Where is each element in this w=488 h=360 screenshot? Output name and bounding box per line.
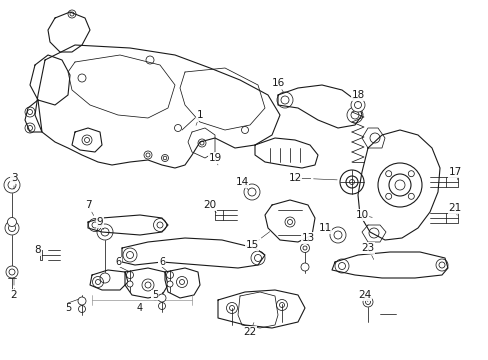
Circle shape — [167, 281, 173, 287]
Text: 20: 20 — [203, 200, 216, 210]
Text: 8: 8 — [35, 245, 41, 255]
Circle shape — [301, 263, 308, 271]
Circle shape — [158, 294, 165, 302]
Circle shape — [350, 98, 364, 112]
Text: 18: 18 — [351, 90, 364, 100]
Circle shape — [100, 273, 110, 283]
Circle shape — [4, 177, 20, 193]
Text: 17: 17 — [447, 167, 461, 177]
Text: 3: 3 — [11, 173, 17, 183]
Text: 9: 9 — [97, 217, 103, 227]
Text: 6: 6 — [115, 257, 121, 267]
Text: 15: 15 — [245, 240, 258, 250]
Circle shape — [244, 184, 260, 200]
Text: 4: 4 — [137, 303, 143, 313]
Circle shape — [127, 281, 133, 287]
Circle shape — [362, 297, 372, 307]
Circle shape — [78, 297, 86, 305]
Text: 1: 1 — [196, 110, 203, 120]
Text: 22: 22 — [243, 327, 256, 337]
Text: 14: 14 — [235, 177, 248, 187]
Circle shape — [5, 221, 19, 235]
Text: 11: 11 — [318, 223, 331, 233]
Text: 7: 7 — [84, 200, 91, 210]
Text: 21: 21 — [447, 203, 461, 213]
Text: 13: 13 — [301, 233, 314, 243]
Text: 10: 10 — [355, 210, 368, 220]
Circle shape — [329, 227, 346, 243]
Circle shape — [7, 217, 17, 226]
Text: 19: 19 — [208, 153, 221, 163]
Text: 2: 2 — [11, 290, 17, 300]
Text: 16: 16 — [271, 78, 284, 88]
Text: 23: 23 — [361, 243, 374, 253]
Text: 5: 5 — [152, 290, 158, 300]
Text: 12: 12 — [288, 173, 301, 183]
Text: 6: 6 — [159, 257, 165, 267]
Text: 24: 24 — [358, 290, 371, 300]
Text: 5: 5 — [65, 303, 71, 313]
Circle shape — [6, 266, 18, 278]
